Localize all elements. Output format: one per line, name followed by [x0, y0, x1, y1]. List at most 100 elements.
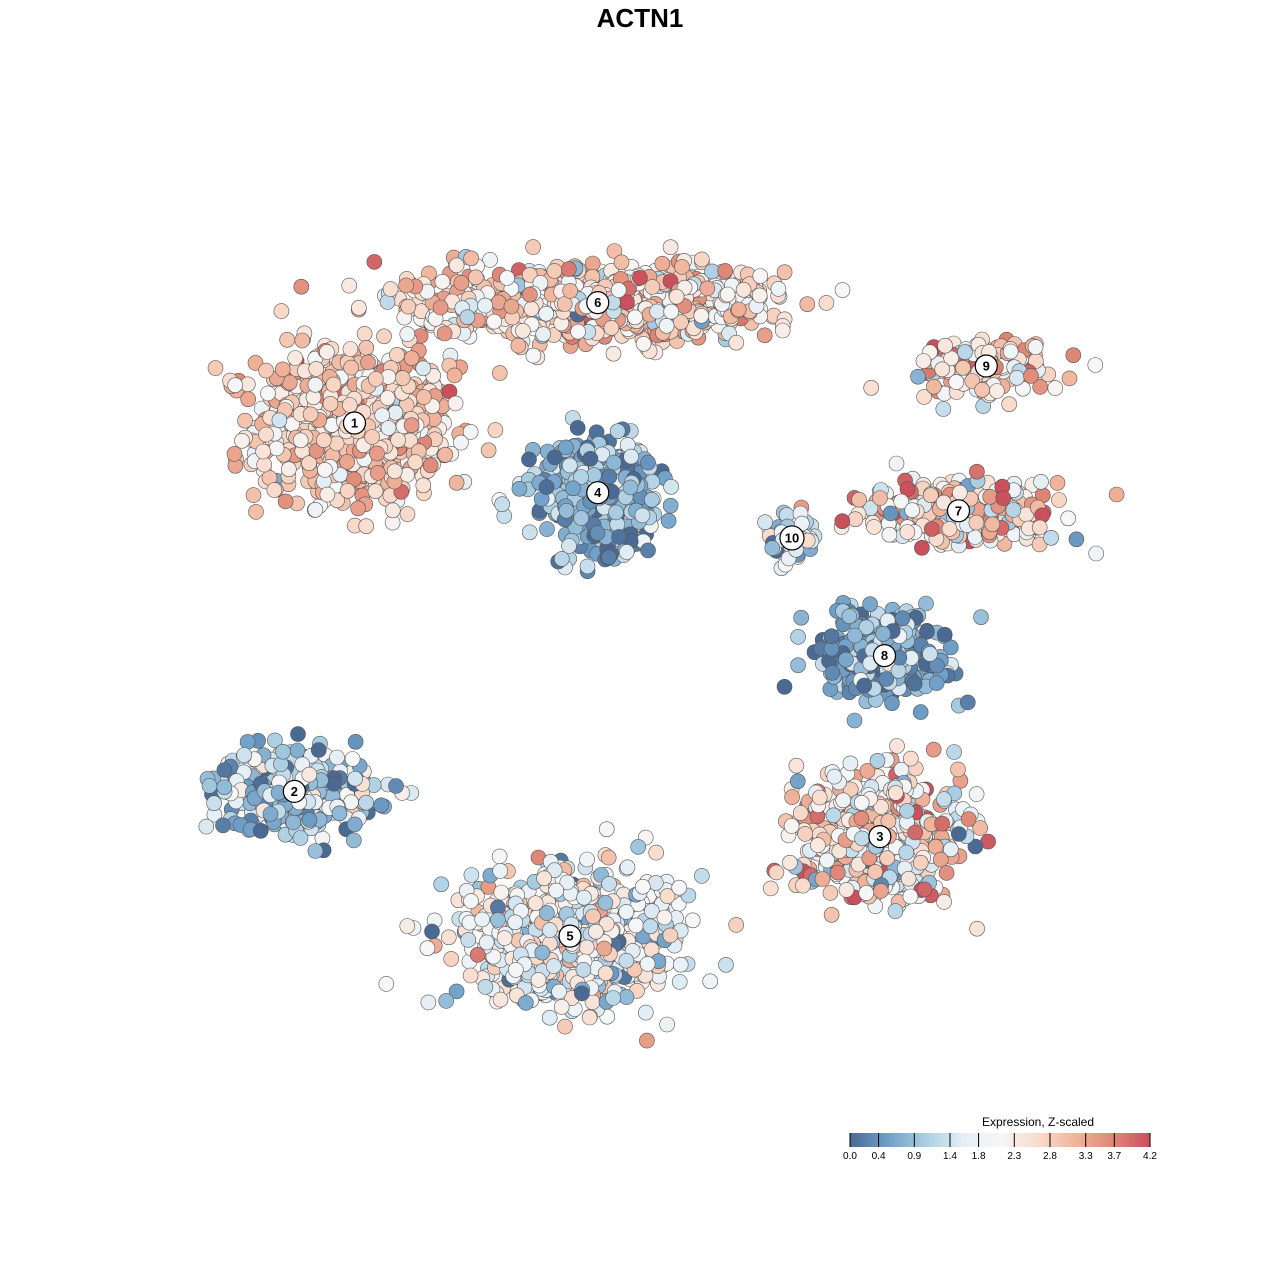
data-point: [922, 487, 939, 504]
data-point: [1049, 475, 1066, 491]
chart-title: ACTN1: [597, 3, 684, 33]
data-point: [814, 871, 831, 887]
data-point: [674, 259, 690, 275]
data-point: [935, 401, 952, 417]
data-point: [834, 513, 851, 530]
data-point: [569, 420, 586, 436]
data-point: [937, 337, 953, 354]
data-point: [869, 752, 886, 769]
data-point: [247, 355, 264, 371]
data-point: [768, 864, 785, 881]
data-point: [818, 295, 835, 311]
data-point: [388, 778, 404, 794]
data-point: [434, 273, 451, 290]
data-point: [601, 549, 617, 566]
data-point: [862, 596, 878, 613]
data-point: [934, 361, 951, 378]
data-point: [618, 544, 635, 560]
data-point: [494, 496, 510, 513]
data-point: [1060, 510, 1076, 527]
data-point: [797, 826, 814, 842]
data-point: [463, 867, 480, 883]
data-point: [474, 911, 491, 928]
data-point: [863, 379, 880, 396]
data-point: [795, 877, 811, 894]
data-point: [618, 989, 635, 1005]
data-point: [350, 500, 366, 517]
data-point: [557, 1018, 573, 1035]
data-point: [240, 391, 256, 408]
data-point: [438, 993, 455, 1009]
data-point: [879, 850, 896, 867]
data-point: [606, 243, 623, 259]
data-point: [600, 849, 617, 866]
data-point: [838, 882, 855, 898]
data-point: [308, 361, 325, 377]
data-point: [573, 510, 590, 526]
data-point: [245, 487, 262, 503]
data-point: [942, 639, 959, 656]
data-point: [916, 389, 932, 405]
data-point: [237, 412, 253, 429]
data-point: [660, 512, 677, 529]
data-point: [546, 263, 563, 279]
data-point: [546, 449, 563, 466]
data-point: [601, 468, 618, 485]
data-point: [662, 927, 679, 944]
data-point: [415, 389, 432, 405]
data-point: [918, 595, 934, 612]
data-point: [662, 497, 679, 514]
data-point: [756, 327, 773, 344]
data-point: [776, 264, 793, 281]
data-point: [630, 839, 647, 855]
data-point: [367, 483, 384, 500]
data-point: [866, 519, 882, 535]
data-point: [644, 491, 660, 508]
data-point: [910, 368, 926, 385]
data-point: [258, 426, 274, 443]
data-point: [341, 277, 358, 294]
data-point: [982, 488, 999, 505]
data-point: [292, 830, 309, 846]
data-point: [932, 851, 949, 868]
data-point: [1033, 473, 1049, 490]
data-point: [446, 367, 463, 384]
data-point: [926, 378, 942, 395]
data-point: [579, 558, 596, 575]
data-point: [946, 744, 962, 760]
data-point: [351, 299, 367, 316]
data-point: [846, 712, 863, 729]
data-point: [279, 331, 296, 348]
data-point: [198, 818, 215, 835]
data-point: [1061, 370, 1078, 387]
data-point: [611, 529, 627, 545]
data-point: [950, 826, 967, 842]
data-point: [358, 794, 374, 811]
data-point: [934, 815, 950, 832]
data-point: [914, 539, 930, 556]
data-point: [400, 298, 417, 315]
data-point: [420, 994, 437, 1011]
data-point: [347, 733, 364, 750]
data-point: [728, 334, 745, 351]
data-point: [487, 422, 504, 438]
data-point: [938, 865, 955, 881]
data-point: [1087, 357, 1104, 373]
data-point: [867, 864, 884, 880]
data-point: [659, 1016, 675, 1033]
data-point: [252, 822, 269, 839]
data-point: [415, 477, 432, 494]
data-point: [234, 432, 250, 449]
data-point: [637, 1004, 654, 1021]
data-point: [925, 741, 942, 758]
data-point: [366, 254, 383, 270]
data-point: [912, 854, 929, 871]
data-point: [1001, 396, 1018, 413]
data-point: [948, 374, 965, 390]
data-point: [640, 542, 656, 559]
data-point: [463, 893, 479, 909]
data-point: [273, 303, 290, 319]
data-point: [561, 457, 578, 474]
data-point: [770, 281, 787, 297]
data-point: [684, 912, 701, 929]
